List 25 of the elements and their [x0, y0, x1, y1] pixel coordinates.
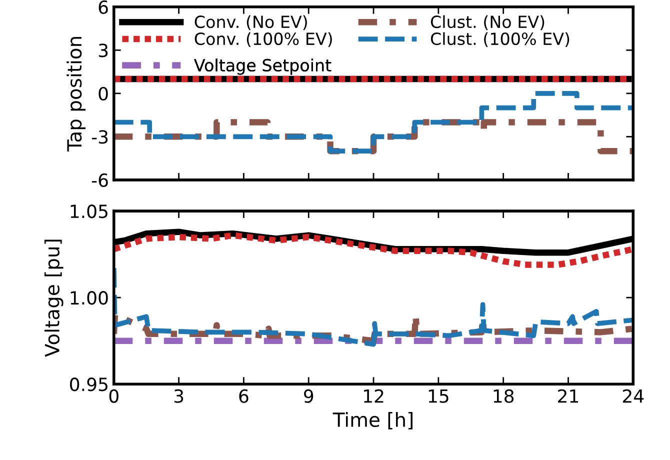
x-tick-label: 21 — [558, 389, 578, 403]
y-tick-label: -3 — [92, 130, 108, 144]
x-tick-label: 9 — [304, 389, 314, 403]
y-axis-title: Voltage [pu] — [44, 240, 64, 357]
x-tick-label: 15 — [428, 390, 448, 403]
legend-label: Voltage Setpoint — [194, 58, 332, 75]
y-tick-label: 3 — [98, 44, 108, 58]
y-tick-label: 1.00 — [70, 291, 108, 305]
y-tick-label: -6 — [92, 173, 108, 188]
x-tick-label: 12 — [364, 389, 384, 403]
x-axis-title: Time [h] — [332, 412, 412, 430]
y-axis-title: Tap position — [66, 37, 86, 152]
x-tick-label: 24 — [622, 389, 644, 403]
legend-label: Clust. (100% EV) — [430, 32, 570, 48]
legend-label: Conv. (No EV) — [194, 15, 307, 30]
x-tick-label: 18 — [494, 389, 514, 403]
legend-label: Clust. (No EV) — [430, 15, 544, 30]
y-tick-label: 0.95 — [70, 378, 108, 392]
y-tick-label: 1.05 — [70, 204, 108, 218]
x-tick-label: 6 — [239, 389, 248, 403]
x-tick-label: 0 — [109, 389, 118, 403]
y-tick-label: 6 — [98, 0, 108, 14]
x-tick-label: 3 — [174, 389, 184, 403]
legend-label: Conv. (100% EV) — [194, 32, 332, 48]
y-tick-label: 0 — [98, 86, 108, 101]
